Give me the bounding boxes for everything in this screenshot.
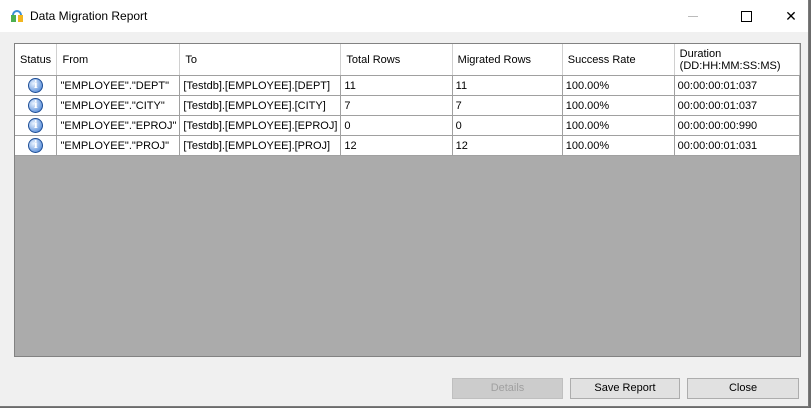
info-icon: i [28,138,44,153]
to-cell: [Testdb].[EMPLOYEE].[PROJ] [179,135,342,156]
info-icon: i [28,118,44,133]
window-title: Data Migration Report [30,9,148,23]
rate-cell: 100.00% [562,75,675,96]
column-header-duration[interactable]: Duration (DD:HH:MM:SS:MS) [674,44,801,76]
column-header-success-rate[interactable]: Success Rate [562,44,675,76]
duration-cell: 00:00:00:01:031 [674,135,801,156]
info-icon: i [28,98,44,113]
migrated-cell: 0 [452,115,563,136]
table-row[interactable]: i "EMPLOYEE"."PROJ" [Testdb].[EMPLOYEE].[P… [15,135,801,156]
table-row[interactable]: i "EMPLOYEE"."CITY" [Testdb].[EMPLOYEE].[C… [15,95,801,116]
column-header-status[interactable]: Status [15,44,58,76]
info-icon: i [28,78,44,93]
minimize-button[interactable] [670,0,716,32]
details-button[interactable]: Details [452,378,563,399]
total-cell: 11 [340,75,453,96]
close-button[interactable]: Close [687,378,799,399]
column-header-total-rows[interactable]: Total Rows [340,44,453,76]
migration-grid: Status From To Total Rows Migrated Rows … [14,43,801,357]
maximize-button[interactable] [723,0,769,32]
total-cell: 12 [340,135,453,156]
from-cell: "EMPLOYEE"."EPROJ" [56,115,181,136]
title-bar: Data Migration Report ✕ [0,0,808,32]
to-cell: [Testdb].[EMPLOYEE].[CITY] [179,95,342,116]
status-cell: i [15,135,58,156]
table-row[interactable]: i "EMPLOYEE"."EPROJ" [Testdb].[EMPLOYEE].[… [15,115,801,136]
duration-cell: 00:00:00:01:037 [674,95,801,116]
migrated-cell: 11 [452,75,563,96]
column-header-to[interactable]: To [179,44,342,76]
column-header-migrated-rows[interactable]: Migrated Rows [452,44,563,76]
from-cell: "EMPLOYEE"."DEPT" [56,75,181,96]
total-cell: 0 [340,115,453,136]
duration-cell: 00:00:00:01:037 [674,75,801,96]
rate-cell: 100.00% [562,95,675,116]
status-cell: i [15,95,58,116]
table-row[interactable]: i "EMPLOYEE"."DEPT" [Testdb].[EMPLOYEE].[D… [15,75,801,96]
from-cell: "EMPLOYEE"."PROJ" [56,135,181,156]
migrated-cell: 7 [452,95,563,116]
rate-cell: 100.00% [562,115,675,136]
total-cell: 7 [340,95,453,116]
migrated-cell: 12 [452,135,563,156]
from-cell: "EMPLOYEE"."CITY" [56,95,181,116]
close-window-button[interactable]: ✕ [768,0,811,32]
migration-table: Status From To Total Rows Migrated Rows … [15,44,801,156]
maximize-icon [740,10,752,22]
rate-cell: 100.00% [562,135,675,156]
status-cell: i [15,115,58,136]
save-report-button[interactable]: Save Report [570,378,680,399]
column-header-from[interactable]: From [56,44,181,76]
header-row: Status From To Total Rows Migrated Rows … [15,44,801,76]
status-cell: i [15,75,58,96]
to-cell: [Testdb].[EMPLOYEE].[EPROJ] [179,115,342,136]
close-icon: ✕ [785,7,797,24]
minimize-icon [688,15,698,17]
duration-cell: 00:00:00:00:990 [674,115,801,136]
to-cell: [Testdb].[EMPLOYEE].[DEPT] [179,75,342,96]
app-icon [11,10,23,22]
